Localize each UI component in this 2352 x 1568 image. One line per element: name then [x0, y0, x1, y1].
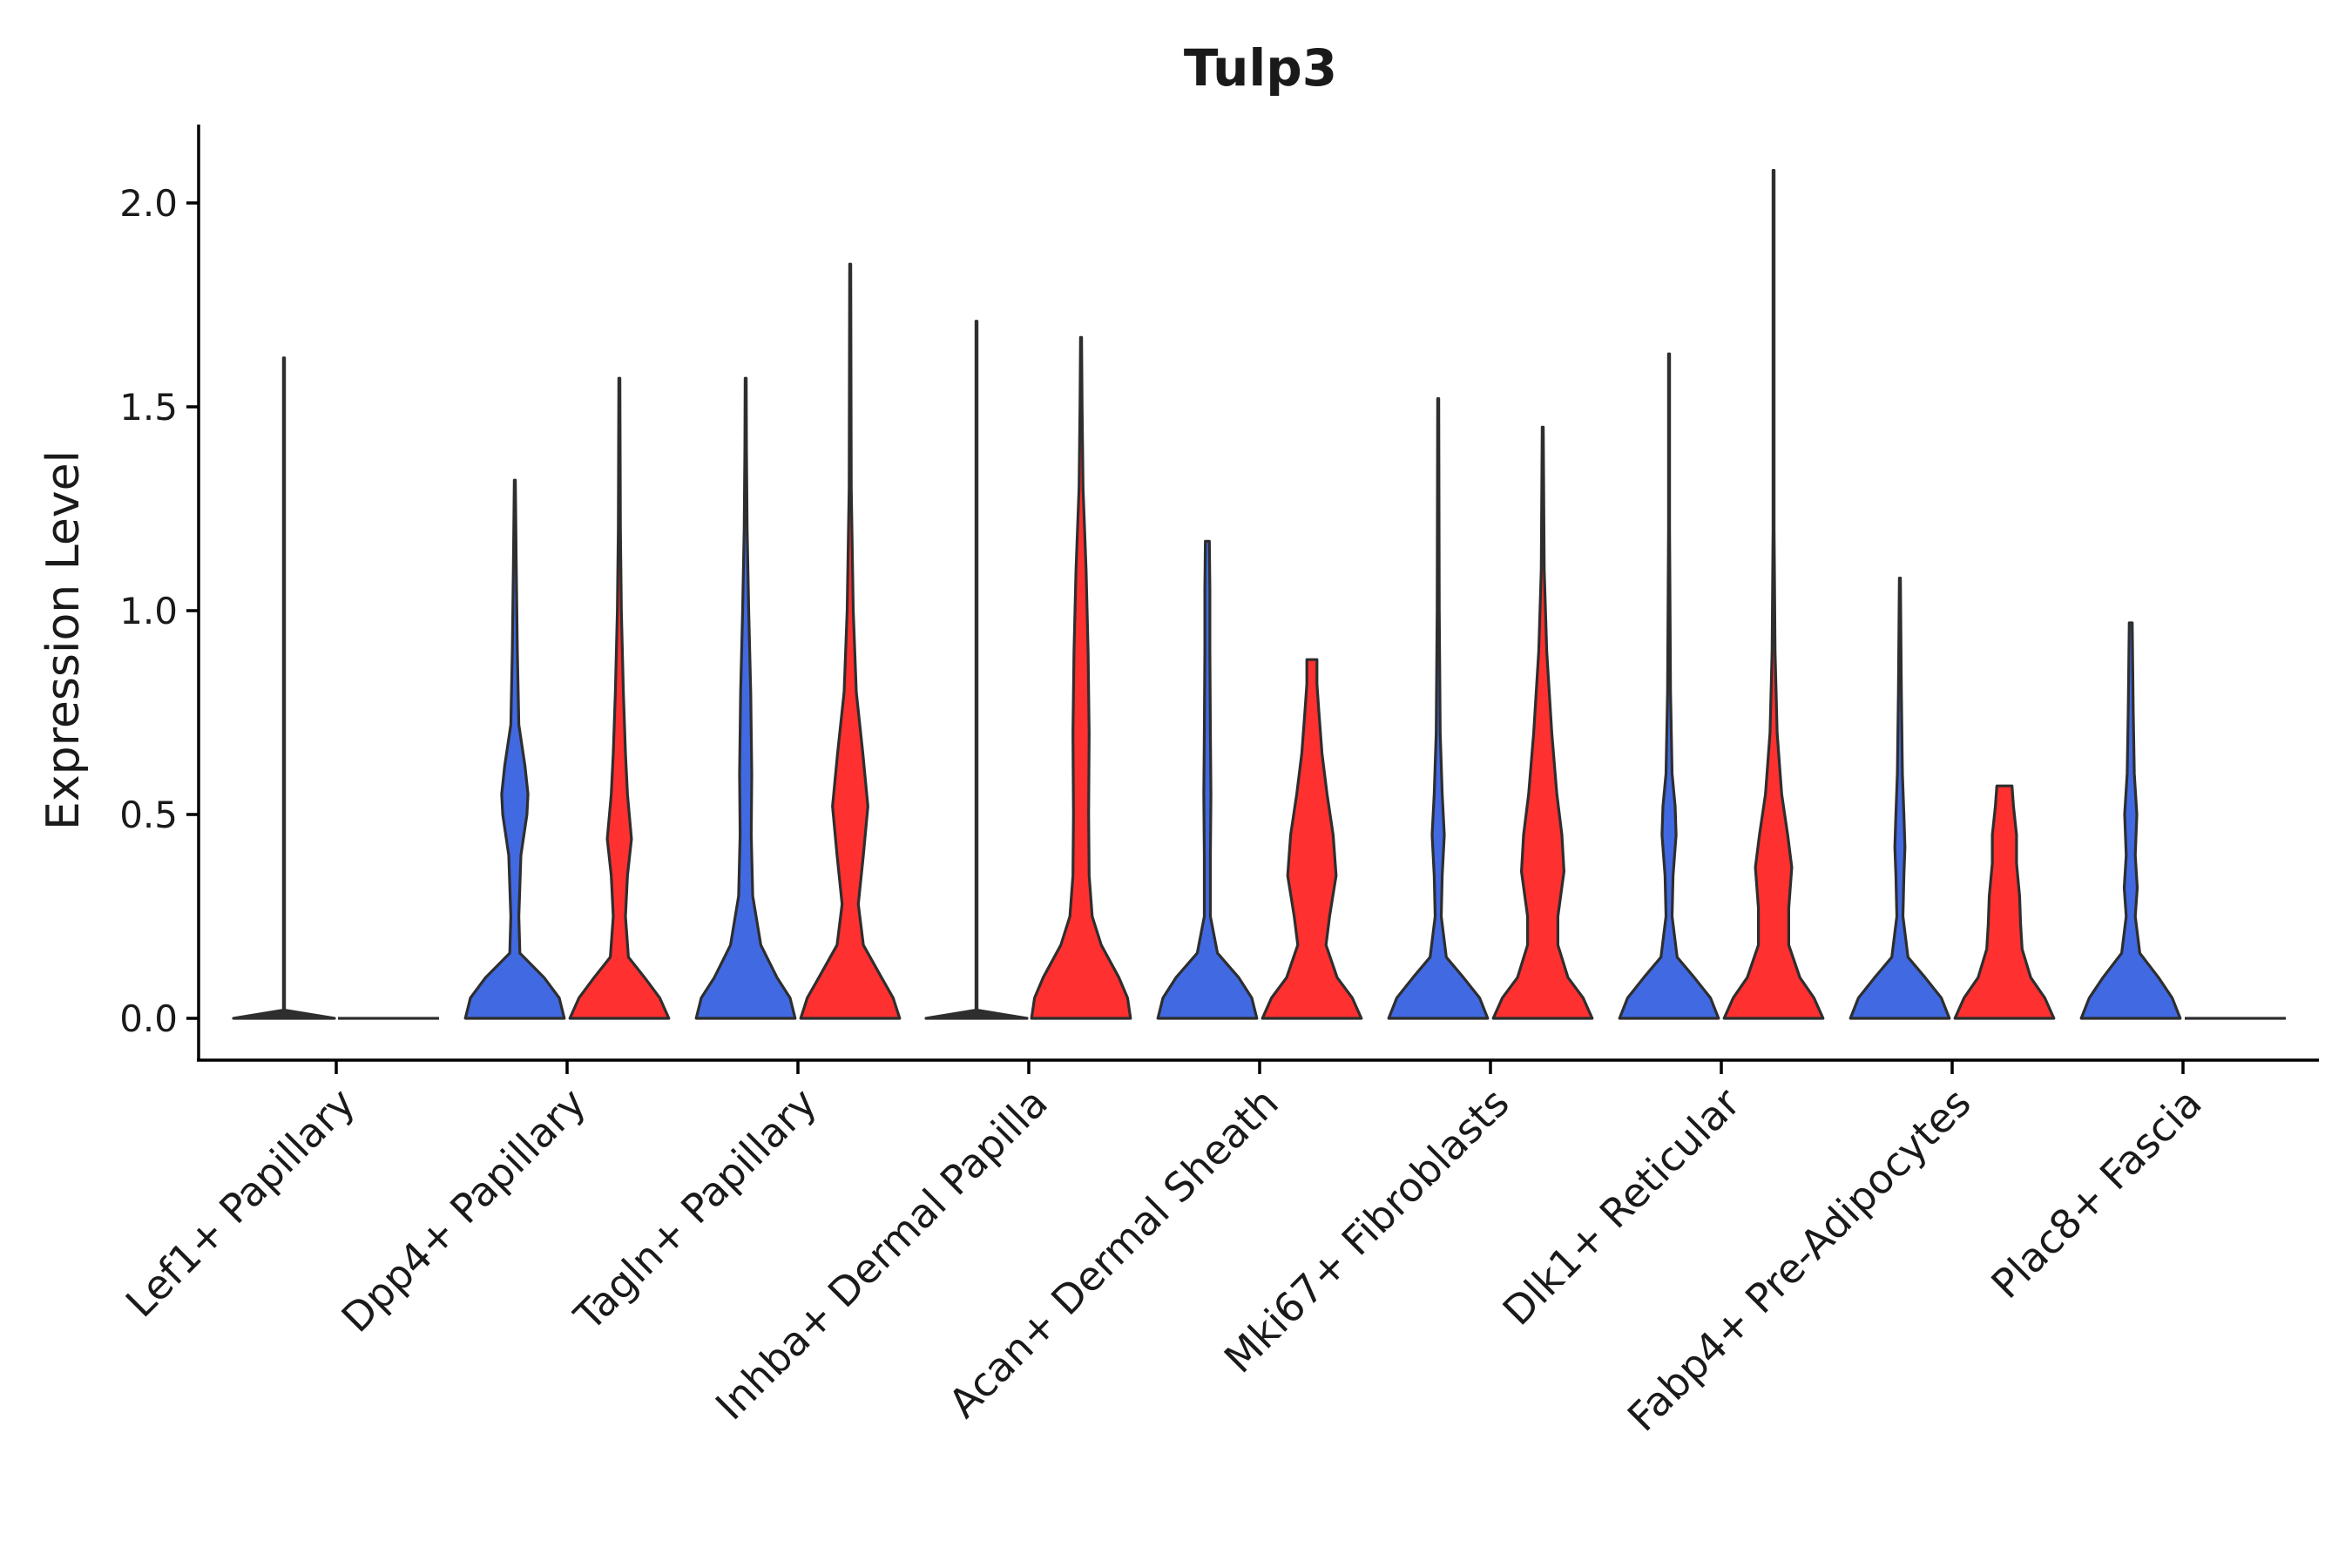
violin-blue-2	[694, 376, 797, 1020]
chart-title: Tulp3	[1184, 38, 1337, 98]
y-tick-label: 1.0	[119, 590, 178, 632]
violin-red-6	[1722, 169, 1825, 1020]
violin-red-2	[799, 262, 902, 1020]
violin-blue-7	[1848, 577, 1951, 1020]
x-tick-label: Dpp4+ Papillary	[333, 1079, 595, 1342]
violin-blue-0	[232, 356, 336, 1020]
x-tick-label: Dlk1+ Reticular	[1494, 1079, 1749, 1335]
violin-blue-3	[924, 320, 1029, 1020]
violin-red-3	[1030, 335, 1132, 1020]
y-ticks: 0.0 0.5 1.0 1.5 2.0	[119, 182, 199, 1040]
y-axis-label: Expression Level	[37, 450, 90, 830]
x-tick-label: Plac8+ Fascia	[1982, 1079, 2210, 1308]
x-tick-label: Lef1+ Papillary	[117, 1079, 364, 1327]
x-tick-label: Tagln+ Papillary	[564, 1079, 826, 1341]
violin-blue-4	[1156, 539, 1259, 1020]
violin-blue-6	[1618, 352, 1720, 1020]
violin-red-7	[1953, 784, 2056, 1020]
y-tick-label: 0.5	[119, 794, 178, 836]
violin-blue-1	[463, 478, 566, 1020]
axes	[197, 125, 2319, 1062]
y-tick-label: 1.5	[119, 386, 178, 429]
violin-red-5	[1491, 425, 1594, 1020]
y-tick-label: 2.0	[119, 182, 178, 225]
violin-group	[232, 169, 2286, 1020]
violin-blue-8	[2079, 621, 2182, 1020]
violin-blue-5	[1387, 397, 1490, 1020]
violin-red-1	[568, 376, 671, 1020]
violin-red-4	[1260, 658, 1363, 1020]
y-tick-label: 0.0	[119, 997, 178, 1040]
